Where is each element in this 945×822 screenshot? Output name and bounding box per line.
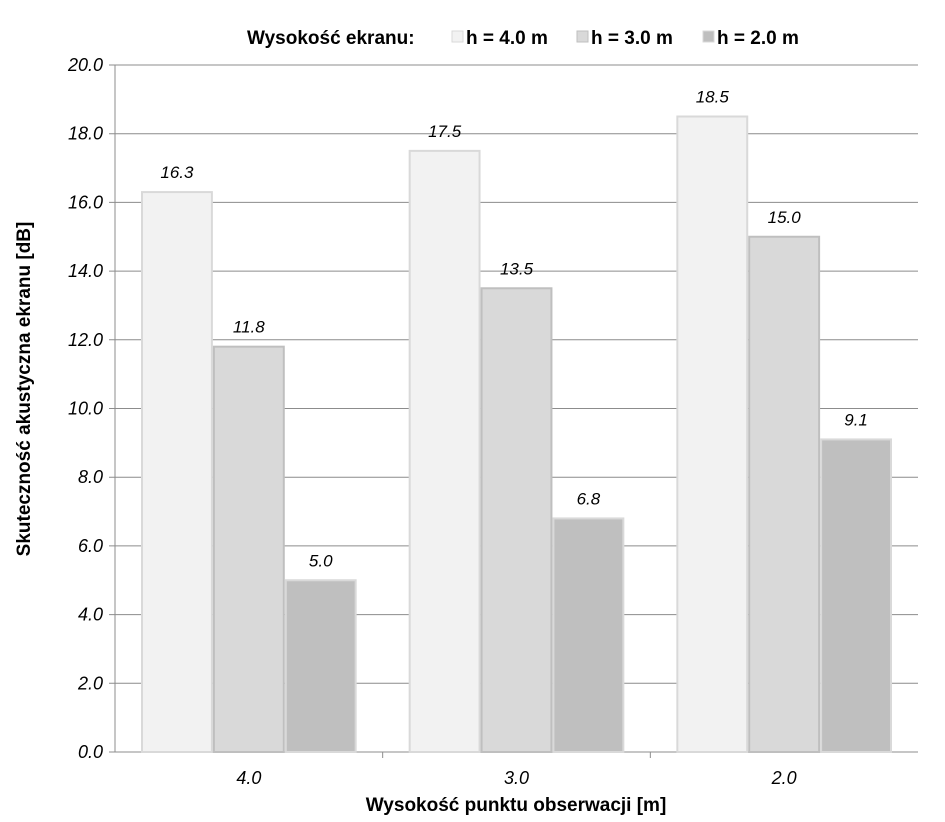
legend-swatch [576,30,589,43]
legend-entry-label: h = 2.0 m [717,28,799,49]
bar [820,438,892,753]
x-tick-label: 2.0 [771,768,797,788]
bars [141,115,892,754]
x-tick-label: 4.0 [236,768,261,788]
y-tick-label: 4.0 [78,605,103,625]
data-label: 9.1 [844,410,868,429]
y-tick-label: 12.0 [68,330,103,350]
y-tick-label: 16.0 [68,192,103,212]
legend: Wysokość ekranu: h = 4.0 m h = 3.0 m h = 2… [247,28,799,49]
bar [748,235,821,753]
x-axis-title: Wysokość punktu obserwacji [m] [366,795,667,816]
bar [408,149,481,753]
bar [480,287,553,753]
legend-title: Wysokość ekranu: [247,28,415,49]
legend-swatch [702,30,715,43]
x-tick-label: 3.0 [504,768,529,788]
data-label: 16.3 [160,163,194,182]
y-tick-label: 10.0 [68,399,103,419]
legend-entry-label: h = 4.0 m [466,28,548,49]
bar [212,345,285,753]
bar [552,517,625,753]
data-labels: 16.3 11.8 5.0 17.5 13.5 6.8 18.5 15.0 9.1 [160,88,867,571]
x-tick-labels: 4.0 3.0 2.0 [236,768,796,788]
data-label: 18.5 [696,88,730,107]
legend-entry-label: h = 3.0 m [591,28,673,49]
data-label: 6.8 [577,489,601,508]
y-tick-labels: 0.0 2.0 4.0 6.0 8.0 10.0 12.0 14.0 16.0 18.0 20.0 [67,55,103,762]
y-tick-label: 6.0 [78,536,103,556]
y-tick-label: 0.0 [78,742,103,762]
data-label: 17.5 [428,122,462,141]
y-axis-title: Skuteczność akustyczna ekranu [dB] [14,222,35,557]
y-tick-label: 2.0 [77,673,103,693]
bar [676,115,749,753]
y-tick-label: 8.0 [78,467,103,487]
y-tick-label: 20.0 [67,55,103,75]
bar [284,579,357,753]
legend-swatch [451,30,464,43]
y-tick-label: 14.0 [68,261,103,281]
data-label: 11.8 [233,318,265,337]
y-tick-label: 18.0 [68,124,103,144]
data-label: 5.0 [309,551,333,570]
data-label: 15.0 [768,208,802,227]
bar [141,191,213,754]
data-label: 13.5 [500,259,534,278]
